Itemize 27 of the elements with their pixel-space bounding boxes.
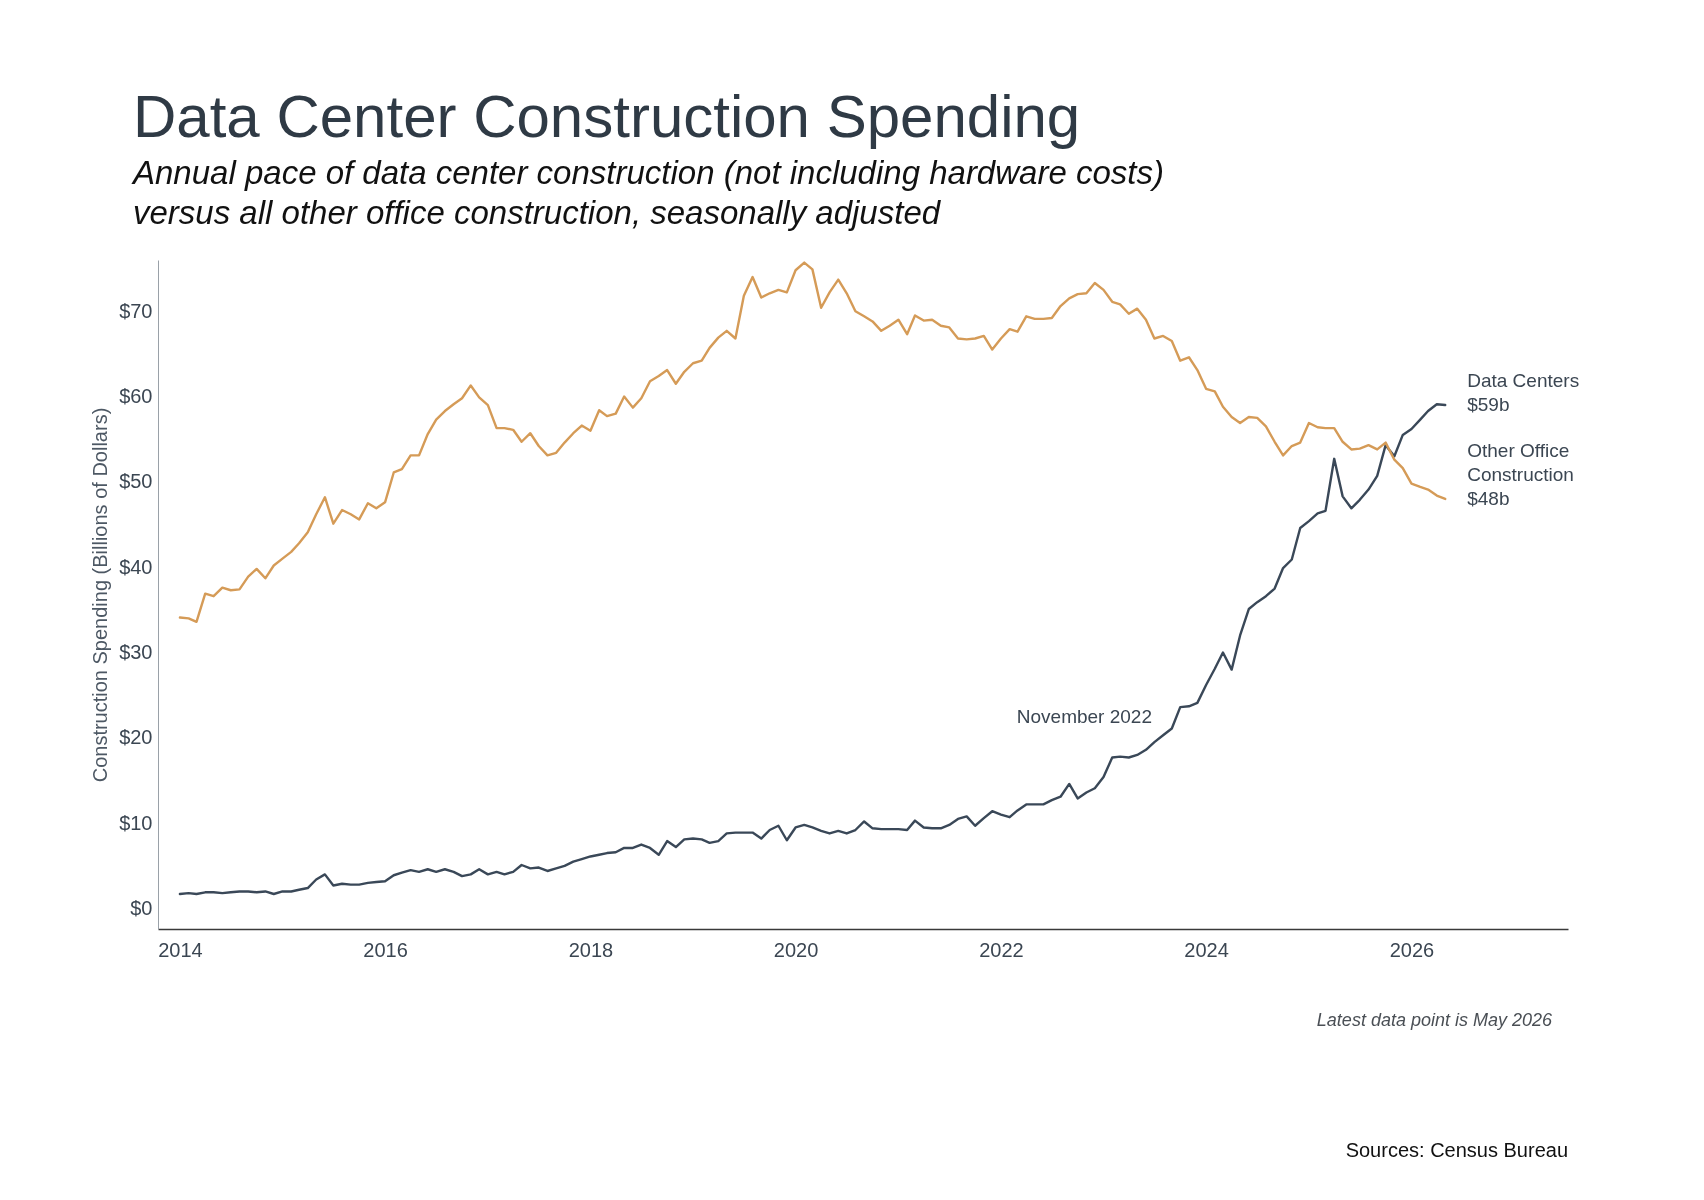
chart-subtitle: Annual pace of data center construction (not including hardware costs) versus all other office construction, seasonally adjusted [131, 154, 1164, 231]
y-tick-label: $60 [119, 385, 153, 408]
x-tick-label: 2016 [363, 938, 408, 961]
y-tick-label: $50 [119, 470, 153, 493]
y-tick-label: $0 [130, 897, 153, 920]
y-tick-label: $10 [119, 811, 153, 834]
y-tick-label: $20 [119, 726, 153, 749]
x-tick-label: 2024 [1184, 938, 1229, 961]
text: Latest data point is May 2026 [1316, 1010, 1553, 1030]
chart-title: Data Center Construction Spending [133, 83, 1081, 150]
series-label: Data Centers [1467, 370, 1580, 392]
data-label: $48b [1467, 487, 1510, 509]
x-tick-label: 2018 [568, 938, 614, 961]
annotation: November 2022 [1016, 705, 1152, 727]
source-note: Sources: Census Bureau [1345, 1139, 1568, 1161]
x-tick-label: 2020 [773, 938, 819, 961]
y-tick-label: $70 [119, 299, 153, 322]
series-label: Other Office Construction [1467, 439, 1574, 485]
y-tick-label: $40 [119, 555, 153, 578]
x-tick-label: 2022 [979, 938, 1024, 961]
y-axis-title: Construction Spending (Billions of Dollars) [89, 407, 112, 783]
x-tick-label: 2026 [1389, 938, 1435, 961]
x-tick-label: 2014 [158, 938, 203, 961]
line-series [178, 403, 1447, 896]
line-series [178, 261, 1447, 624]
y-tick-label: $30 [119, 641, 153, 664]
data-label: $59b [1467, 394, 1510, 416]
